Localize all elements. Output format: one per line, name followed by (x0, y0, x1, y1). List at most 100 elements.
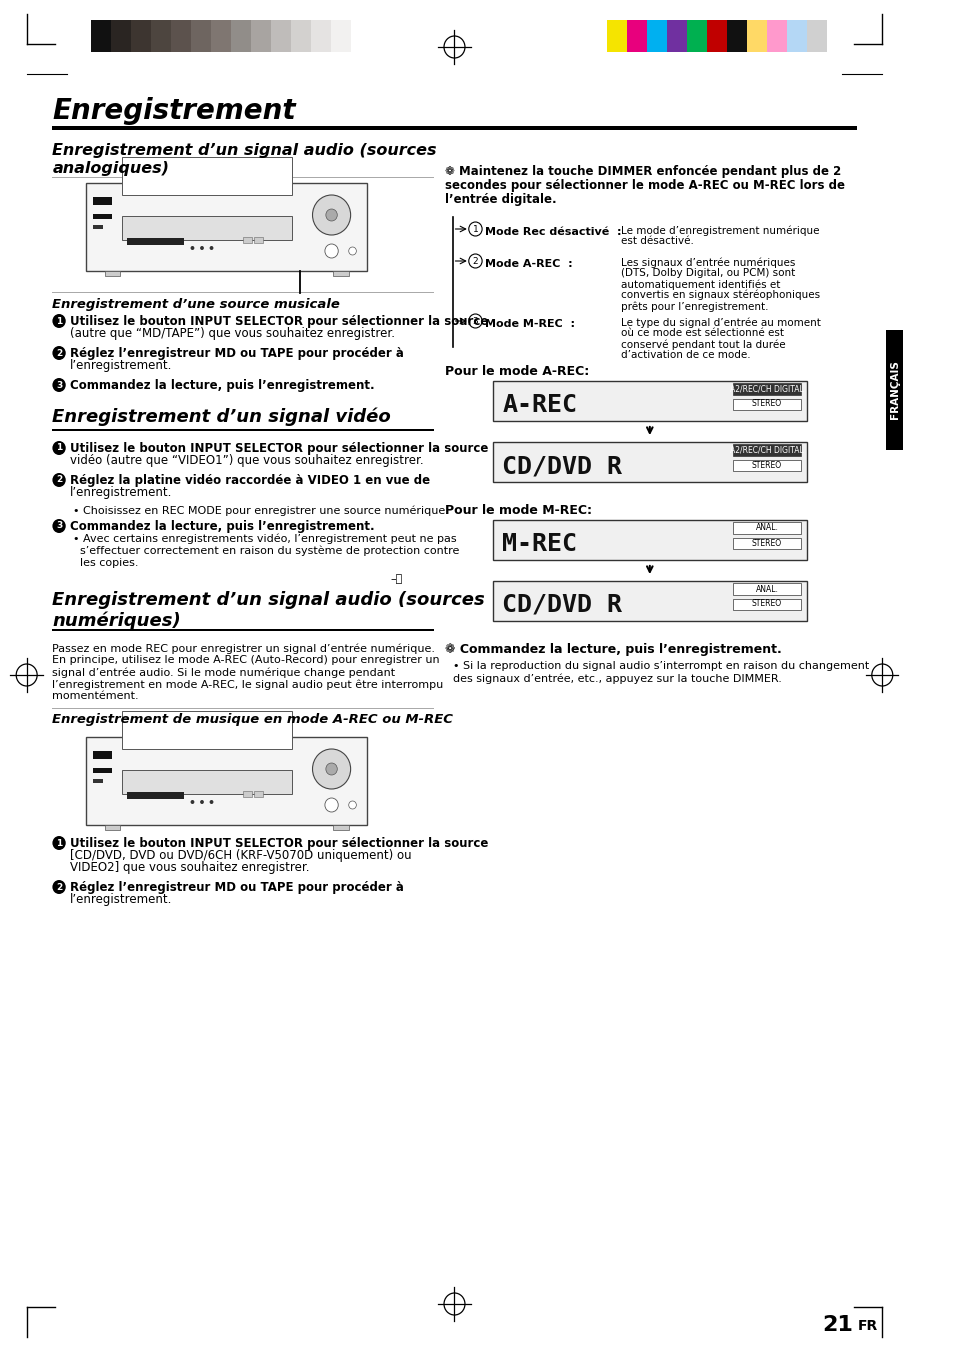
Bar (122, 216, 292, 240)
Circle shape (349, 801, 356, 809)
Bar (732, 459, 801, 471)
Bar (732, 521, 801, 534)
Bar (646, 20, 666, 51)
Bar (93, 767, 112, 773)
Bar (606, 20, 626, 51)
Text: convertis en signaux stéréophoniques: convertis en signaux stéréophoniques (620, 290, 820, 300)
Bar (122, 711, 292, 748)
Text: automatiquement identifiés et: automatiquement identifiés et (620, 280, 780, 289)
Text: 2: 2 (472, 257, 477, 266)
Text: prêts pour l’enregistrement.: prêts pour l’enregistrement. (620, 301, 768, 312)
Text: secondes pour sélectionner le mode A-REC ou M-REC lors de: secondes pour sélectionner le mode A-REC… (444, 178, 844, 192)
Text: (DTS, Dolby Digital, ou PCM) sont: (DTS, Dolby Digital, ou PCM) sont (620, 267, 795, 278)
Bar (52, 430, 433, 431)
Text: Utilisez le bouton INPUT SELECTOR pour sélectionner la source: Utilisez le bouton INPUT SELECTOR pour s… (70, 315, 487, 328)
Bar (105, 272, 120, 276)
Bar (291, 20, 311, 51)
Bar (706, 20, 726, 51)
Text: les copies.: les copies. (73, 558, 139, 567)
Circle shape (52, 378, 66, 392)
Text: FRANÇAIS: FRANÇAIS (889, 361, 899, 419)
Circle shape (349, 247, 356, 255)
Text: Enregistrement d’un signal audio (sources: Enregistrement d’un signal audio (source… (52, 143, 436, 158)
Bar (732, 444, 801, 457)
Bar (93, 213, 112, 219)
Text: Pour le mode A-REC:: Pour le mode A-REC: (444, 365, 589, 378)
Bar (492, 381, 806, 422)
Circle shape (210, 800, 213, 804)
Circle shape (326, 209, 337, 222)
Bar (52, 630, 433, 631)
Text: Enregistrement d’un signal audio (sources: Enregistrement d’un signal audio (source… (52, 590, 485, 609)
Bar (334, 272, 349, 276)
Bar (122, 770, 292, 794)
Text: d’activation de ce mode.: d’activation de ce mode. (620, 350, 750, 359)
Text: • Choisissez en REC MODE pour enregistrer une source numérique.: • Choisissez en REC MODE pour enregistre… (73, 507, 449, 516)
Bar (231, 20, 251, 51)
Circle shape (191, 800, 194, 804)
Bar (131, 20, 151, 51)
Text: Utilisez le bouton INPUT SELECTOR pour sélectionner la source: Utilisez le bouton INPUT SELECTOR pour s… (70, 442, 487, 455)
Bar (334, 825, 349, 830)
Circle shape (52, 519, 66, 534)
Circle shape (313, 748, 351, 789)
Text: l’enregistrement.: l’enregistrement. (70, 893, 172, 907)
Bar (492, 581, 806, 621)
Bar (885, 330, 902, 450)
Text: l’entrée digitale.: l’entrée digitale. (444, 193, 556, 205)
Text: STEREO: STEREO (751, 600, 781, 608)
Bar (271, 20, 291, 51)
Text: 2: 2 (56, 476, 62, 485)
Text: ANAL.: ANAL. (755, 523, 778, 532)
Text: s’effectuer correctement en raison du système de protection contre: s’effectuer correctement en raison du sy… (73, 546, 459, 557)
Bar (86, 182, 367, 272)
Text: Le mode d’enregistrement numérique: Le mode d’enregistrement numérique (620, 226, 819, 235)
Bar (93, 751, 112, 759)
Bar (746, 20, 766, 51)
Text: Utilisez le bouton INPUT SELECTOR pour sélectionner la source: Utilisez le bouton INPUT SELECTOR pour s… (70, 838, 487, 850)
Bar (243, 236, 252, 243)
Bar (732, 538, 801, 549)
Bar (254, 236, 263, 243)
Bar (666, 20, 686, 51)
Text: VIDEO2] que vous souhaitez enregistrer.: VIDEO2] que vous souhaitez enregistrer. (70, 861, 309, 874)
Text: Enregistrement d’une source musicale: Enregistrement d’une source musicale (52, 299, 340, 311)
Circle shape (52, 313, 66, 328)
Text: Mode A-REC  :: Mode A-REC : (484, 259, 572, 269)
Text: Pour le mode M-REC:: Pour le mode M-REC: (444, 504, 592, 517)
Bar (732, 399, 801, 409)
Text: signal d’entrée audio. Si le mode numérique change pendant: signal d’entrée audio. Si le mode numéri… (52, 667, 395, 677)
Text: M-REC: M-REC (501, 532, 577, 557)
Text: STEREO: STEREO (751, 400, 781, 408)
Bar (122, 157, 292, 195)
Text: 1: 1 (472, 224, 477, 234)
Text: 2: 2 (56, 349, 62, 358)
Bar (806, 20, 826, 51)
Text: l’enregistrement.: l’enregistrement. (70, 359, 172, 372)
Bar (311, 20, 331, 51)
Bar (492, 442, 806, 482)
Text: (autre que “MD/TAPE”) que vous souhaitez enregistrer.: (autre que “MD/TAPE”) que vous souhaitez… (70, 327, 395, 340)
Text: analogiques): analogiques) (52, 161, 170, 176)
Circle shape (313, 195, 351, 235)
Bar (105, 825, 120, 830)
Circle shape (326, 763, 337, 775)
Bar (91, 20, 111, 51)
Bar (127, 238, 184, 245)
Text: 2: 2 (56, 882, 62, 892)
Text: 1: 1 (56, 316, 62, 326)
Circle shape (210, 246, 213, 250)
Text: numériques): numériques) (52, 611, 181, 630)
Bar (626, 20, 646, 51)
Bar (86, 738, 367, 825)
Text: ANAL.: ANAL. (755, 585, 778, 593)
Circle shape (200, 246, 204, 250)
Bar (254, 790, 263, 797)
Text: Enregistrement d’un signal vidéo: Enregistrement d’un signal vidéo (52, 407, 391, 426)
Bar (492, 520, 806, 561)
Bar (732, 598, 801, 611)
Text: • Si la reproduction du signal audio s’interrompt en raison du changement: • Si la reproduction du signal audio s’i… (452, 661, 868, 671)
Bar (686, 20, 706, 51)
Bar (93, 226, 103, 230)
Circle shape (52, 440, 66, 455)
